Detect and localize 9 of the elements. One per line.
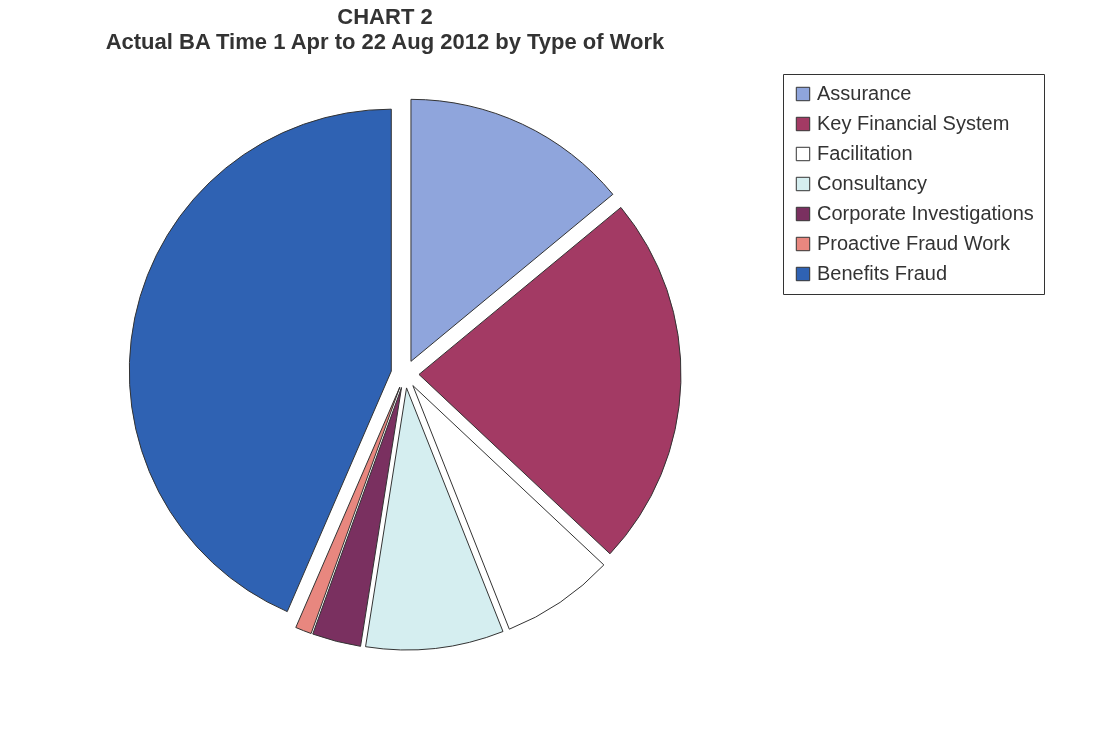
legend-label: Facilitation (817, 142, 913, 164)
legend-label: Key Financial System (817, 112, 1010, 134)
legend-label: Proactive Fraud Work (817, 232, 1012, 254)
legend-label: Consultancy (817, 172, 928, 194)
legend-label: Corporate Investigations (817, 202, 1034, 224)
legend-label: Benefits Fraud (817, 262, 948, 284)
chart-title: CHART 2 (337, 3, 433, 29)
chart-subtitle: Actual BA Time 1 Apr to 22 Aug 2012 by Type of Work (105, 28, 666, 54)
legend-label: Assurance (817, 82, 912, 104)
